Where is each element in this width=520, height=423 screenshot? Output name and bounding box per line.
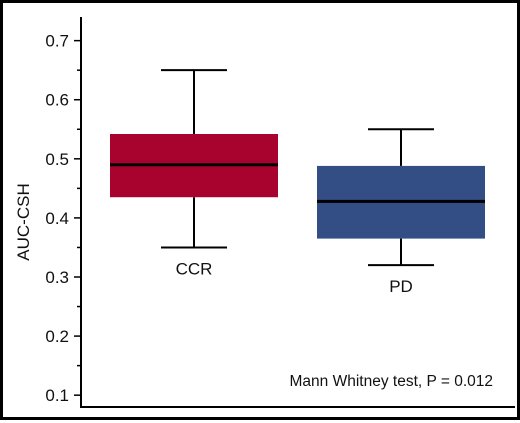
y-tick-label: 0.4 bbox=[45, 209, 69, 228]
y-tick-label: 0.6 bbox=[45, 91, 69, 110]
box-pd: PD bbox=[317, 128, 485, 296]
y-tick-label: 0.1 bbox=[45, 386, 69, 405]
box-plot-chart: 0.1 0.2 0.3 0.4 0.5 0.6 0.7 AUC-CSH CCR PD Mann… bbox=[14, 17, 515, 408]
category-label: PD bbox=[389, 277, 413, 296]
boxes: CCR PD bbox=[110, 69, 485, 296]
y-tick-label: 0.2 bbox=[45, 327, 69, 346]
y-tick-label: 0.3 bbox=[45, 268, 69, 287]
y-tick-label: 0.5 bbox=[45, 150, 69, 169]
y-ticks: 0.1 0.2 0.3 0.4 0.5 0.6 0.7 bbox=[45, 32, 81, 405]
y-tick-label: 0.7 bbox=[45, 32, 69, 51]
stat-annotation: Mann Whitney test, P = 0.012 bbox=[290, 373, 493, 390]
y-axis-label: AUC-CSH bbox=[14, 183, 33, 260]
box-ccr: CCR bbox=[110, 69, 278, 278]
category-label: CCR bbox=[176, 259, 213, 278]
axes: 0.1 0.2 0.3 0.4 0.5 0.6 0.7 bbox=[45, 17, 515, 408]
